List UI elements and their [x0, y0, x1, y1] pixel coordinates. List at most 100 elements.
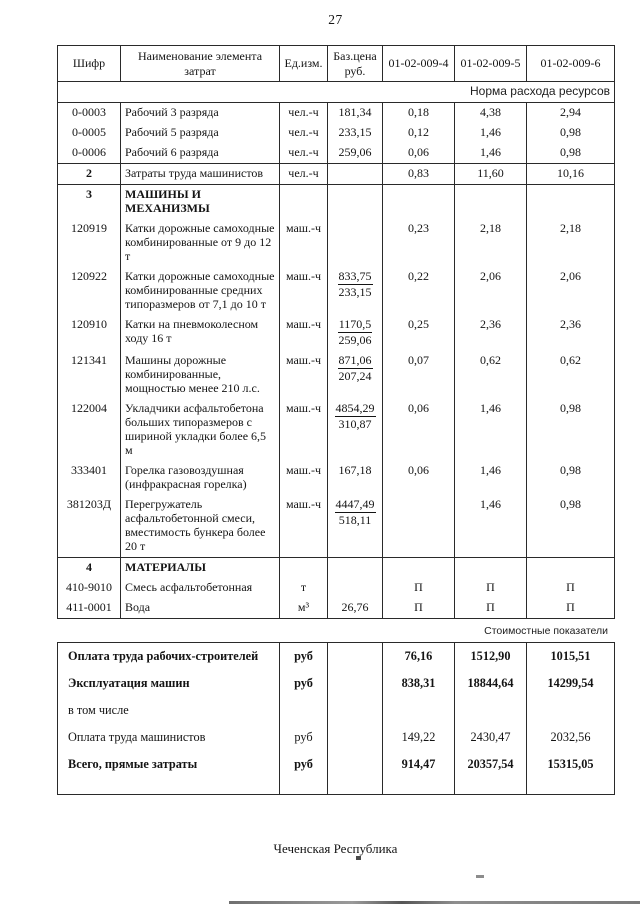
unit-cell: маш.-ч [279, 219, 328, 267]
norm-value-cell: П [454, 578, 527, 598]
unit-cell: маш.-ч [279, 461, 328, 495]
norm-value-cell: 0,98 [526, 143, 615, 164]
norm-value-cell [526, 184, 615, 219]
unit-cell: маш.-ч [279, 267, 328, 315]
price-denominator: 259,06 [338, 333, 372, 347]
code-cell: 120910 [57, 315, 121, 351]
norm-value-cell [382, 184, 455, 219]
name-cell: Затраты труда машинистов [120, 163, 280, 185]
norm-value-cell: 1,46 [454, 123, 527, 143]
cost-label-cell: Оплата труда машинистов [57, 724, 280, 751]
cost-value-cell: 15315,05 [526, 751, 615, 795]
norm-value-cell: 0,98 [526, 123, 615, 143]
norm-value-cell: 0,25 [382, 315, 455, 351]
unit-cell: маш.-ч [279, 399, 328, 461]
scan-artifact-speck [476, 875, 484, 878]
price-numerator: 1170,5 [337, 317, 373, 333]
norm-value-cell: 0,06 [382, 461, 455, 495]
norm-value-cell: 4,38 [454, 102, 527, 123]
norm-value-cell: П [526, 578, 615, 598]
col-header-base-price: Баз.цена руб. [327, 45, 383, 82]
base-price-cell: 4447,49 518,11 [327, 495, 383, 558]
norm-value-cell: 1,46 [454, 399, 527, 461]
price-denominator: 518,11 [338, 513, 372, 527]
cost-row: Эксплуатация машин руб 838,31 18844,64 14299… [57, 670, 615, 697]
cost-value-cell: 2430,47 [454, 724, 527, 751]
unit-cell [279, 184, 328, 219]
norm-value-cell: 0,06 [382, 399, 455, 461]
col-header-unit: Ед.изм. [279, 45, 328, 82]
unit-cell: чел.-ч [279, 163, 328, 185]
base-price-cell [327, 642, 383, 670]
unit-cell: т [279, 578, 328, 598]
resource-row: 0-0005 Рабочий 5 разряда чел.-ч 233,15 0,12 1… [57, 123, 615, 143]
code-cell: 122004 [57, 399, 121, 461]
norm-value-cell: 1,46 [454, 461, 527, 495]
base-price-cell: 871,06 207,24 [327, 351, 383, 399]
price-denominator: 207,24 [338, 369, 372, 383]
code-cell: 2 [57, 163, 121, 185]
page-number: 27 [328, 12, 343, 27]
norm-value-cell: 1,46 [454, 495, 527, 558]
resource-row: 333401 Горелка газовоздушная (инфракрасна… [57, 461, 615, 495]
page-footer: Чеченская Республика [273, 841, 398, 856]
base-price-cell [327, 219, 383, 267]
price-numerator: 4854,29 [334, 401, 376, 417]
cost-table: Оплата труда рабочих-строителей руб 76,16 1… [57, 642, 615, 795]
resource-row: 410-9010 Смесь асфальтобетонная т П П П [57, 578, 615, 598]
code-cell: 333401 [57, 461, 121, 495]
unit-cell: руб [279, 751, 328, 795]
cost-label-cell: в том числе [57, 697, 280, 724]
name-cell: Смесь асфальтобетонная [120, 578, 280, 598]
resource-row: 2 Затраты труда машинистов чел.-ч 0,83 11,60… [57, 163, 615, 185]
cost-band-label: Стоимостные показатели [484, 624, 608, 637]
resource-rows: 0-0003 Рабочий 3 разряда чел.-ч 181,34 0,18 4… [57, 102, 615, 619]
cost-value-cell: 14299,54 [526, 670, 615, 697]
norm-value-cell: П [382, 578, 455, 598]
base-price-cell: 181,34 [327, 102, 383, 123]
cost-value-cell: 914,47 [382, 751, 455, 795]
resource-row: 411-0001 Вода м³ 26,76 П П П [57, 598, 615, 619]
cost-label-cell: Оплата труда рабочих-строителей [57, 642, 280, 670]
base-price-cell [327, 578, 383, 598]
resource-row: 120919 Катки дорожные самоходные комбинир… [57, 219, 615, 267]
cost-row: в том числе [57, 697, 615, 724]
code-cell: 0-0006 [57, 143, 121, 164]
cost-value-cell: 149,22 [382, 724, 455, 751]
name-cell: Вода [120, 598, 280, 619]
name-cell: Рабочий 3 разряда [120, 102, 280, 123]
unit-cell: маш.-ч [279, 495, 328, 558]
name-cell: Рабочий 5 разряда [120, 123, 280, 143]
name-cell: Рабочий 6 разряда [120, 143, 280, 164]
estimate-table-area: Шифр Наименование элемента затрат Ед.изм… [57, 45, 615, 795]
name-cell: МАШИНЫ И МЕХАНИЗМЫ [120, 184, 280, 219]
base-price-cell [327, 557, 383, 578]
cost-value-cell: 1015,51 [526, 642, 615, 670]
code-cell: 0-0005 [57, 123, 121, 143]
unit-cell [279, 697, 328, 724]
price-numerator: 871,06 [337, 353, 373, 369]
price-denominator: 310,87 [338, 417, 372, 431]
norm-value-cell: П [526, 598, 615, 619]
base-price-cell: 26,76 [327, 598, 383, 619]
norm-value-cell: 10,16 [526, 163, 615, 185]
cost-rows: Оплата труда рабочих-строителей руб 76,16 1… [57, 642, 615, 795]
base-price-cell: 167,18 [327, 461, 383, 495]
norm-value-cell [454, 184, 527, 219]
norm-value-cell: П [382, 598, 455, 619]
norm-value-cell [526, 557, 615, 578]
cost-value-cell: 76,16 [382, 642, 455, 670]
unit-cell: руб [279, 724, 328, 751]
norm-value-cell: 0,07 [382, 351, 455, 399]
scan-artifact-speck [356, 856, 361, 860]
resource-row: 0-0006 Рабочий 6 разряда чел.-ч 259,06 0,06 1… [57, 143, 615, 164]
base-price-cell [327, 751, 383, 795]
name-cell: Катки на пневмоколесном ходу 16 т [120, 315, 280, 351]
cost-row: Всего, прямые затраты руб 914,47 20357,54 15… [57, 751, 615, 795]
code-cell: 120919 [57, 219, 121, 267]
col-header-code: Шифр [57, 45, 121, 82]
name-cell: Катки дорожные самоходные комбинированны… [120, 219, 280, 267]
norm-value-cell: 2,36 [454, 315, 527, 351]
name-cell: Перегружатель асфальтобетонной смеси, вм… [120, 495, 280, 558]
